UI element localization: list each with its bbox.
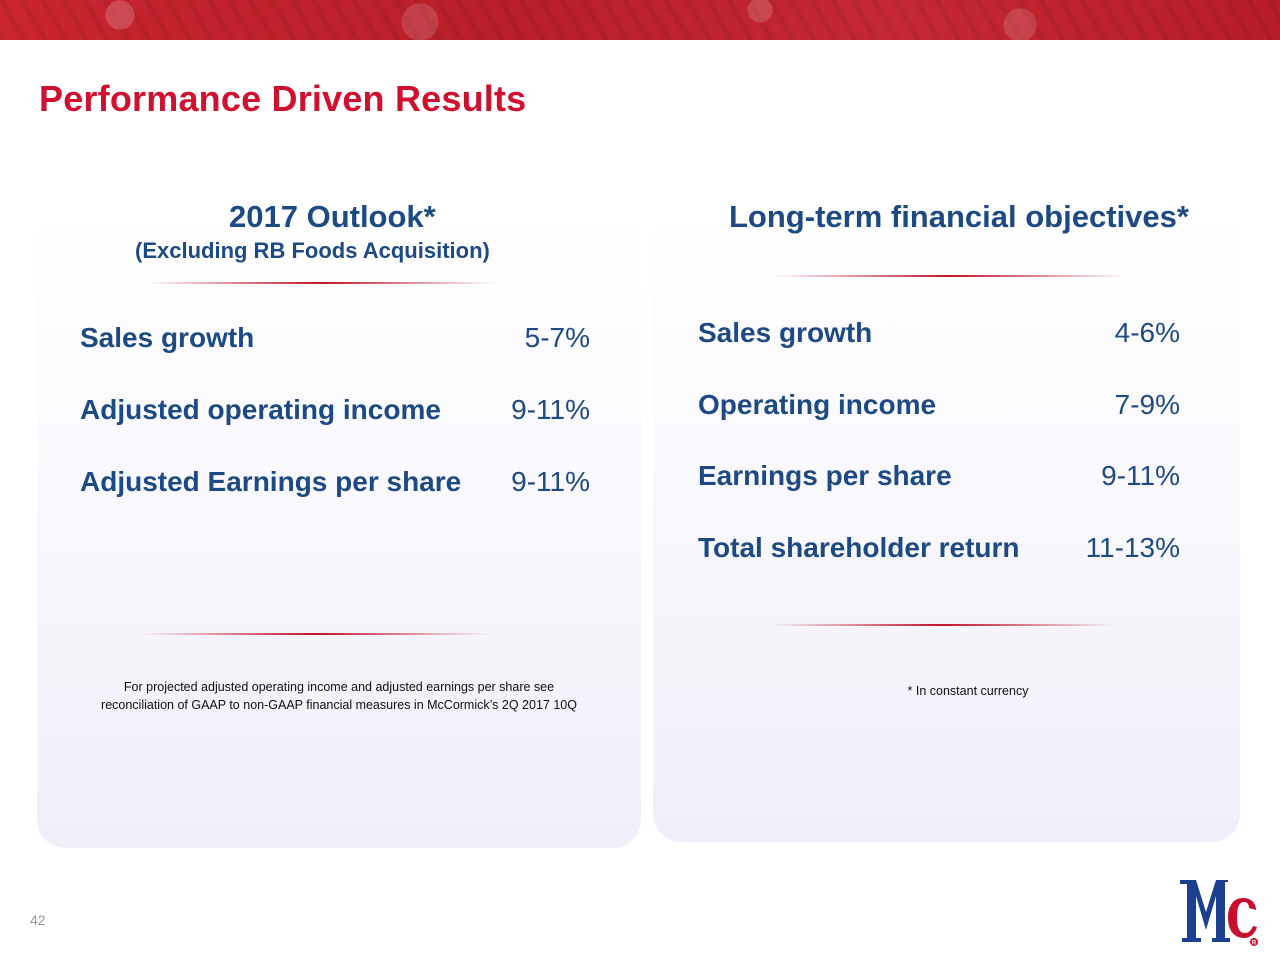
outlook-bottom-rule [140,633,490,635]
outlook-metric-label: Adjusted Earnings per share [80,466,462,497]
objectives-metric-label: Total shareholder return [698,532,1020,563]
objectives-metric-value: 4-6% [1114,317,1180,348]
outlook-top-rule [146,282,496,284]
objectives-metric-value: 7-9% [1114,389,1180,420]
outlook-heading: 2017 Outlook* [229,199,436,234]
outlook-metric-label: Adjusted operating income [80,394,441,425]
outlook-footnote-line1: For projected adjusted operating income … [123,680,555,694]
outlook-panel [37,212,641,848]
objectives-heading: Long-term financial objectives* [729,199,1189,234]
outlook-metric-value: 9-11% [511,466,590,497]
objectives-metric-value: 11-13% [1085,532,1180,563]
slide-title: Performance Driven Results [39,78,527,119]
objectives-bottom-rule [770,624,1116,626]
top-banner [0,0,1280,40]
outlook-subheading: (Excluding RB Foods Acquisition) [135,238,490,263]
outlook-footnote: For projected adjusted operating income … [37,678,641,714]
objectives-footnote: * In constant currency [907,684,1029,698]
objectives-metric-label: Earnings per share [698,460,952,491]
outlook-footnote-line2: reconciliation of GAAP to non-GAAP finan… [101,698,577,712]
outlook-metric-value: 5-7% [524,322,590,353]
objectives-top-rule [774,275,1126,277]
objectives-metric-value: 9-11% [1101,460,1180,491]
outlook-metric-value: 9-11% [511,394,590,425]
objectives-metric-label: Sales growth [698,317,873,348]
outlook-metric-label: Sales growth [80,322,255,353]
mccormick-logo: R [1180,880,1258,947]
page-number: 42 [30,912,46,928]
svg-text:R: R [1252,941,1257,947]
objectives-panel [653,212,1240,842]
objectives-metric-label: Operating income [698,389,937,420]
